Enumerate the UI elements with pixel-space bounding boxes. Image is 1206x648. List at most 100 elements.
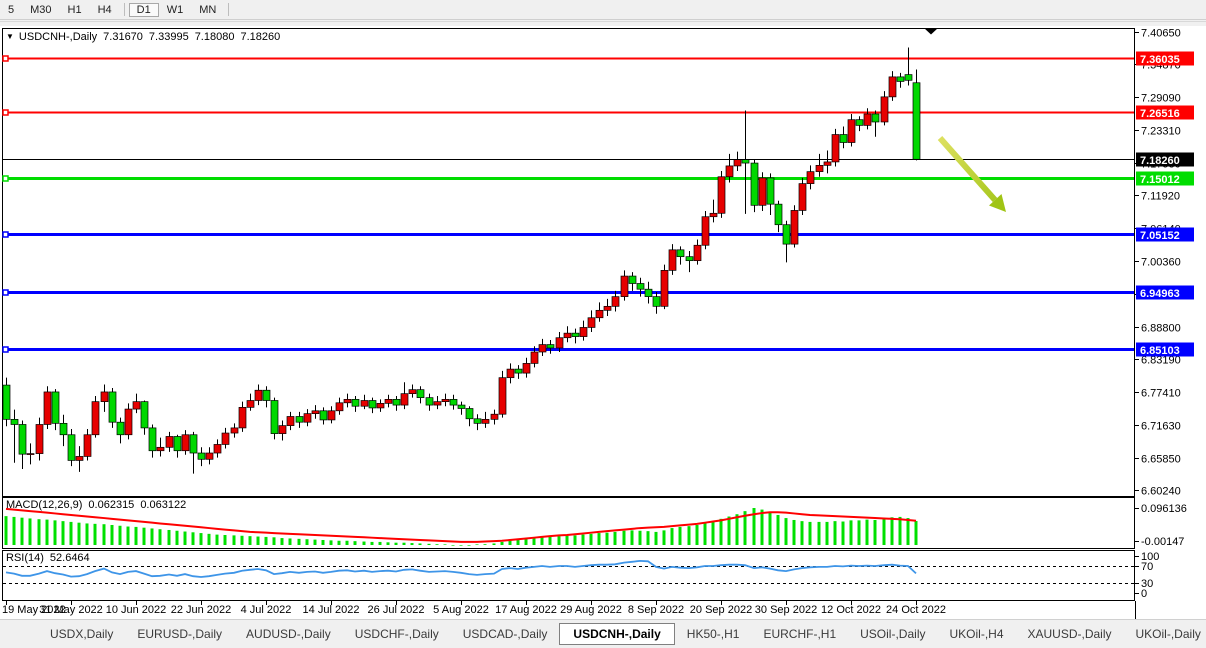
candle <box>530 346 539 368</box>
price-tick-label: 6.60240 <box>1141 486 1181 498</box>
candle <box>67 429 76 467</box>
tab-usdx-daily[interactable]: USDX,Daily <box>50 627 114 641</box>
time-tick <box>916 601 917 605</box>
price-badge: 6.94963 <box>1136 285 1194 300</box>
tab-hk50-h1[interactable]: HK50-,H1 <box>686 627 740 641</box>
candle <box>26 443 35 465</box>
price-tick-label: 6.65850 <box>1141 454 1181 466</box>
level-line-handle[interactable] <box>2 231 9 238</box>
level-line-handle[interactable] <box>2 109 9 116</box>
candle <box>148 424 157 458</box>
candle <box>481 411 490 428</box>
rsi-axis-label: 70 <box>1141 561 1153 573</box>
price-tick-label: 7.23310 <box>1141 126 1181 138</box>
tab-xauusd-daily[interactable]: XAUUSD-,Daily <box>1027 627 1112 641</box>
candle <box>579 320 588 341</box>
svg-text:7.26516: 7.26516 <box>1140 108 1180 120</box>
tf-button-w1[interactable]: W1 <box>166 3 184 16</box>
candle <box>628 272 637 291</box>
tab-eurusd-daily[interactable]: EURUSD-,Daily <box>137 627 223 641</box>
tab-usdcnh-daily[interactable]: USDCNH-,Daily <box>559 623 675 645</box>
candle <box>165 431 174 452</box>
macd-signal-value: 0.063122 <box>140 499 187 511</box>
tab-usdchf-daily[interactable]: USDCHF-,Daily <box>354 627 439 641</box>
candle <box>603 298 612 317</box>
level-line-handle[interactable] <box>2 346 9 353</box>
candle <box>514 365 523 379</box>
candle <box>238 401 247 432</box>
main-price-chart[interactable]: 7.406507.348707.290907.233107.175307.119… <box>0 26 1206 497</box>
candle <box>546 340 555 354</box>
candle <box>360 394 369 410</box>
support-resistance-lines <box>2 55 1134 353</box>
candle <box>311 405 320 419</box>
time-tick <box>461 601 462 605</box>
scroll-position-triangle-icon[interactable] <box>924 28 938 35</box>
tab-usoil-daily[interactable]: USOil-,Daily <box>860 627 926 641</box>
candle <box>254 384 263 406</box>
candle <box>701 211 710 250</box>
candle <box>327 406 336 424</box>
symbol-dropdown-icon[interactable]: ▼ <box>6 32 14 41</box>
time-tick-label: 24 Oct 2022 <box>886 604 946 616</box>
candle <box>156 437 165 457</box>
time-tick-label: 20 Sep 2022 <box>689 604 753 616</box>
tab-ukoil-daily[interactable]: UKOil-,Daily <box>1135 627 1201 641</box>
tf-button-mn[interactable]: MN <box>199 3 217 16</box>
candle <box>43 386 52 430</box>
tab-eurchf-h1[interactable]: EURCHF-,H1 <box>763 627 837 641</box>
candle <box>871 110 880 137</box>
candle <box>839 126 848 149</box>
main-pane-border <box>2 28 1135 497</box>
svg-text:6.85103: 6.85103 <box>1140 345 1180 357</box>
candle <box>847 113 856 147</box>
tf-button-m30[interactable]: M30 <box>30 3 52 16</box>
candle <box>815 153 824 177</box>
candle <box>685 250 694 273</box>
candle <box>83 429 92 461</box>
tab-usdcad-daily[interactable]: USDCAD-,Daily <box>462 627 548 641</box>
macd-label: MACD(12,26,9) 0.062315 0.063122 <box>6 499 186 511</box>
candle <box>270 397 279 440</box>
candle <box>335 397 344 415</box>
candle <box>35 417 44 461</box>
time-tick-label: 29 Aug 2022 <box>560 604 622 616</box>
candle <box>644 281 653 304</box>
tf-button-h1[interactable]: H1 <box>67 3 82 16</box>
candle <box>286 411 295 431</box>
price-tick-label: 6.83190 <box>1141 355 1181 367</box>
time-tick <box>526 601 527 605</box>
toolbar-groove <box>0 21 1206 22</box>
candle <box>425 393 434 411</box>
candlestick-series <box>2 47 921 474</box>
candle <box>766 173 775 216</box>
tf-button-h4[interactable]: H4 <box>97 3 112 16</box>
time-tick <box>331 601 332 605</box>
rsi-axis-label: 30 <box>1141 578 1153 590</box>
level-line-handle[interactable] <box>2 55 9 62</box>
time-tick-label: 26 Jul 2022 <box>367 604 425 616</box>
down-arrow-head <box>989 194 1006 212</box>
candle <box>904 47 913 86</box>
time-tick <box>71 601 72 605</box>
candle <box>571 328 580 344</box>
level-line-handle[interactable] <box>2 289 9 296</box>
candle <box>538 338 547 356</box>
down-arrow-annotation[interactable] <box>937 136 998 202</box>
tab-ukoil-h4[interactable]: UKOil-,H4 <box>949 627 1004 641</box>
level-line-handle[interactable] <box>2 175 9 182</box>
price-tick-label: 6.77410 <box>1141 388 1181 400</box>
candle <box>319 407 328 425</box>
rsi-label: RSI(14) 52.6464 <box>6 552 90 564</box>
time-tick <box>851 601 852 605</box>
macd-axis-label: -0.00147 <box>1141 536 1184 548</box>
tab-audusd-daily[interactable]: AUDUSD-,Daily <box>246 627 331 641</box>
candle <box>100 384 109 412</box>
candle <box>116 417 125 444</box>
candle <box>563 326 572 343</box>
candle <box>823 150 832 174</box>
tf-button-5[interactable]: 5 <box>8 3 15 16</box>
macd-pane[interactable]: 0.096136 -0.00147 <box>0 497 1206 549</box>
tf-button-d1[interactable]: D1 <box>128 2 159 17</box>
